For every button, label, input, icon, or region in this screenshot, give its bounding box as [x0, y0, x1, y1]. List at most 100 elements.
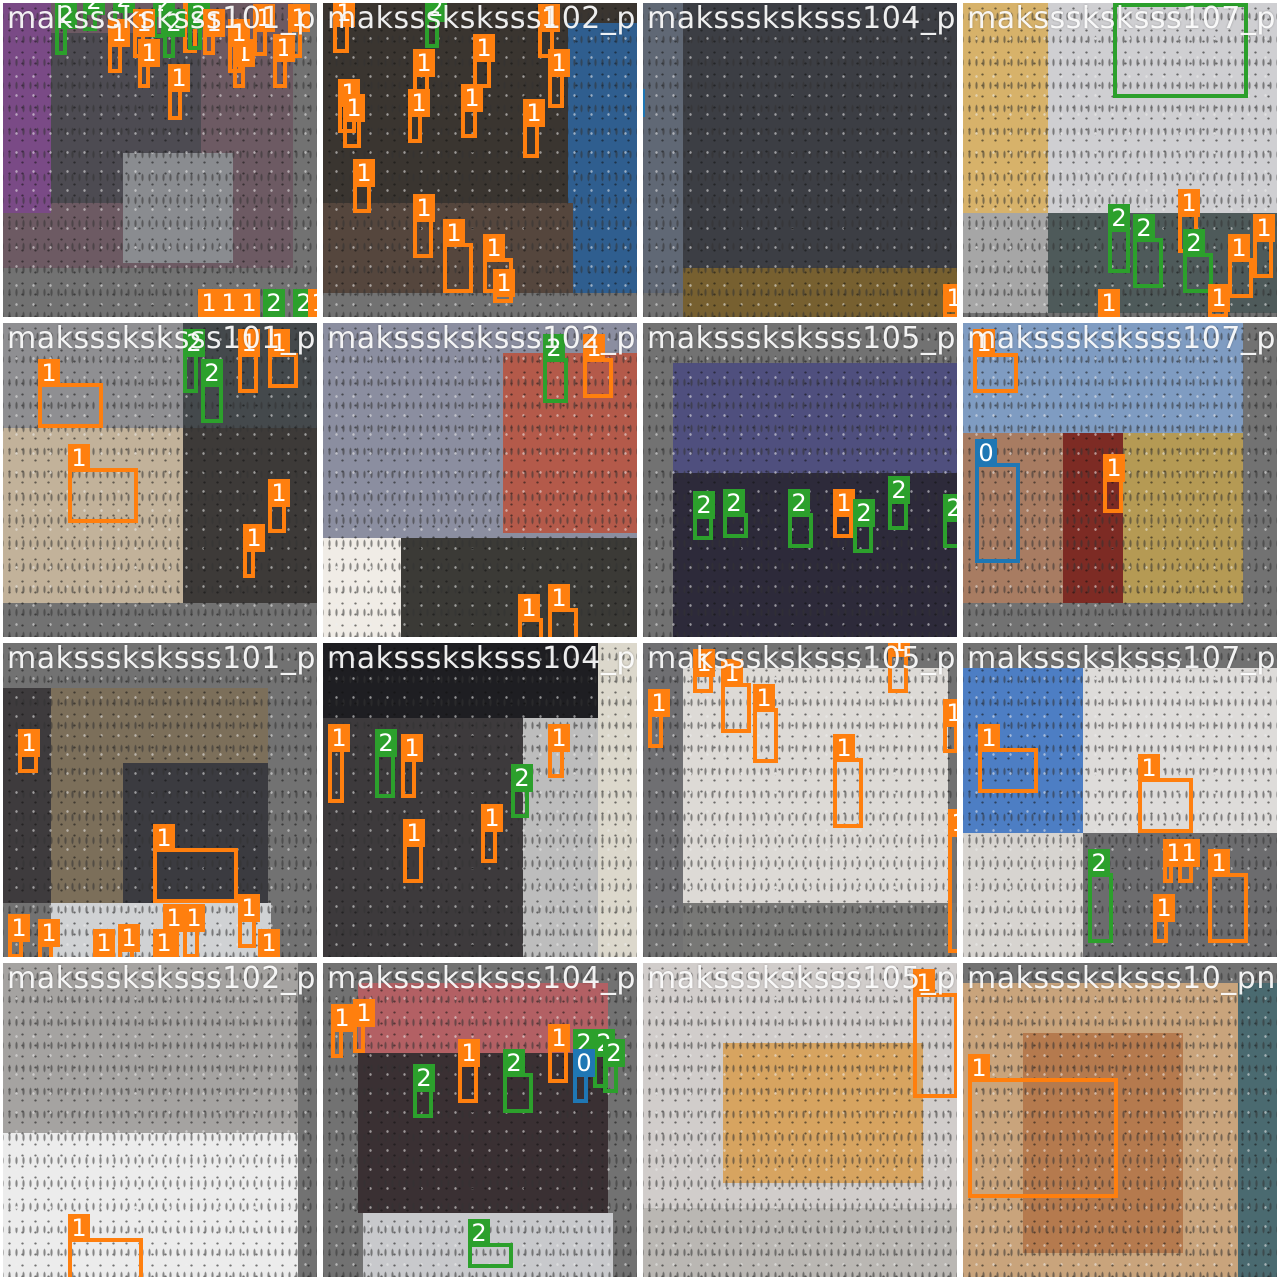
detection-class-label: 1 — [1208, 849, 1230, 877]
detection-box-class-1: 1 — [68, 1214, 143, 1277]
detection-box-class-2: 2 — [183, 329, 205, 393]
detection-box-class-1: 1 — [753, 684, 778, 763]
detection-class-label: 1 — [753, 684, 775, 712]
tile-filename: maksssksksss102_p — [327, 1, 636, 36]
detection-class-label: 1 — [198, 289, 220, 317]
detection-box-class-1: 1 — [548, 1024, 570, 1083]
tile-filename: maksssksksss10_pn — [967, 961, 1276, 996]
detection-class-label: 1 — [443, 219, 465, 247]
photo-region — [683, 903, 957, 957]
detection-box-class-1: 1 — [198, 289, 220, 317]
photo-region — [568, 23, 637, 293]
detection-box-class-1: 1 — [548, 724, 570, 778]
detection-class-label: 1 — [93, 929, 115, 957]
detection-class-label: 0 — [573, 1049, 595, 1077]
detection-box-class-1: 1 — [238, 329, 260, 393]
tile-filename: maksssksksss105_p — [647, 961, 956, 996]
detection-class-label: 2 — [201, 359, 223, 387]
detection-box-class-1: 1 — [913, 969, 957, 1098]
detection-box-class-1: 1 — [343, 94, 365, 148]
detection-class-label: 2 — [1133, 214, 1155, 242]
detection-box-class-1: 1 — [523, 99, 545, 158]
mosaic-tile: maksssksksss104_p 1 2 1 2 1 1 1 — [320, 640, 640, 960]
detection-class-label: 2 — [943, 494, 957, 522]
detection-box-class-2: 2 — [693, 491, 715, 540]
detection-class-label: 1 — [458, 1039, 480, 1067]
detection-class-label: 2 — [1108, 204, 1130, 232]
detection-box-class-2: 2 — [603, 1039, 625, 1093]
detection-box-class-1: 1 — [18, 729, 40, 773]
tile-filename: maksssksksss107_p — [967, 1, 1276, 36]
detection-class-label: 1 — [943, 699, 957, 727]
tile-filename: maksssksksss105_p — [647, 321, 956, 356]
mosaic-tile: maksssksksss104_p11212122220 — [320, 960, 640, 1280]
detection-box-class-1: 1 — [518, 594, 543, 637]
detection-box-class-1: 1 — [228, 19, 250, 73]
detection-box-class-1: 1 — [331, 1004, 353, 1058]
detection-class-label: 1 — [523, 99, 545, 127]
tile-filename: maksssksksss101_p — [7, 1, 316, 36]
detection-class-label: 1 — [153, 824, 175, 852]
detection-class-label: 1 — [153, 929, 175, 957]
detection-box-class-1: 1 — [481, 804, 503, 863]
detection-box-class-1: 1 — [8, 914, 30, 957]
detection-class-label: 1 — [401, 734, 423, 762]
detection-class-label: 1 — [483, 234, 505, 262]
detection-class-label: 1 — [308, 289, 317, 317]
detection-box-class-1: 1 — [461, 84, 483, 138]
detection-class-label: 0 — [643, 89, 645, 117]
detection-class-label: 1 — [258, 929, 280, 957]
detection-box-class-2: 2 — [1088, 849, 1113, 943]
detection-class-label: 1 — [1208, 284, 1230, 312]
detection-box-class-1: 1 — [273, 34, 295, 88]
detection-box-class-2: 2 — [853, 499, 875, 553]
detection-box-class-1: 1 — [168, 64, 190, 120]
detection-class-label: 1 — [118, 924, 140, 952]
photo-region — [643, 3, 957, 268]
detection-box-class-1: 1 — [583, 334, 613, 398]
detection-box-class-1: 1 — [833, 734, 863, 828]
detection-class-label: 1 — [548, 584, 570, 612]
detection-class-label: 1 — [268, 479, 290, 507]
detection-box-class-1: 1 — [38, 359, 103, 428]
detection-box-class-1: 1 — [973, 329, 1018, 393]
detection-class-label: 2 — [468, 1219, 490, 1247]
detection-class-label: 1 — [413, 194, 435, 222]
detection-class-label: 2 — [263, 289, 285, 317]
tile-filename: maksssksksss104_p — [647, 1, 956, 36]
detection-box-class-1: 1 — [548, 49, 570, 108]
detection-class-label: 1 — [413, 49, 435, 77]
detection-class-label: 1 — [403, 819, 425, 847]
detection-box-class-1: 1 — [978, 724, 1038, 793]
detection-class-label: 1 — [833, 734, 855, 762]
mosaic-tile: maksssksksss101_p 1 1 1 1 1 1 1 1 1 1 1 — [0, 640, 320, 960]
detection-box-class-1: 1 — [1178, 839, 1200, 883]
detection-box-class-1: 1 — [308, 289, 317, 317]
detection-class-label: 1 — [481, 804, 503, 832]
detection-box-class-1: 1 — [1208, 849, 1248, 943]
photo-region — [683, 268, 957, 317]
detection-box-class-1: 1 — [1153, 894, 1175, 943]
detection-box-class-1: 1 — [721, 659, 751, 733]
detection-class-label: 1 — [343, 94, 365, 122]
detection-box-class-1: 1 — [401, 734, 423, 798]
detection-class-label: 1 — [648, 689, 670, 717]
detection-class-label: 1 — [1228, 234, 1250, 262]
detection-class-label: 2 — [888, 476, 910, 504]
detection-class-label: 1 — [163, 904, 185, 932]
detection-class-label: 1 — [68, 444, 90, 472]
photo-region — [723, 1043, 923, 1183]
mosaic-tile: maksssksksss102_p 2 1 1 1 — [320, 320, 640, 640]
detection-class-label: 2 — [413, 1064, 435, 1092]
detection-box-class-1: 1 — [548, 584, 578, 637]
detection-box-class-1: 1 — [138, 39, 160, 88]
detection-box-class-2: 2 — [263, 289, 285, 317]
detection-box-class-1: 1 — [108, 19, 130, 73]
detection-box-class-0: 0 — [573, 1049, 595, 1103]
mosaic-tile: maksssksksss104_p 0 1 — [640, 0, 960, 320]
detection-class-label: 1 — [138, 39, 160, 67]
detection-class-label: 2 — [503, 1049, 525, 1077]
photo-region — [963, 213, 1048, 313]
photo-region — [123, 153, 233, 263]
